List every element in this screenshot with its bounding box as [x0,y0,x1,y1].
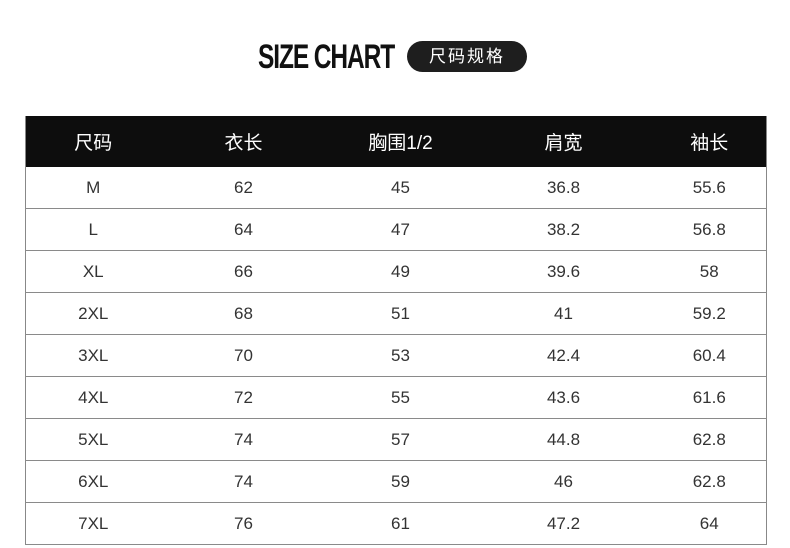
table-cell: 72 [160,376,327,419]
column-header: 尺码 [25,116,161,167]
column-header: 胸围1/2 [326,116,475,167]
table-cell: 62.8 [652,418,767,461]
table-row: 7XL 76 61 47.2 64 [25,502,767,545]
table-cell: 64 [652,502,767,545]
table-cell: M [25,167,161,209]
table-cell: 62.8 [652,460,767,503]
table-cell: 64 [160,208,327,251]
table-row: 4XL 72 55 43.6 61.6 [25,376,767,419]
table-cell: 61 [326,502,475,545]
table-row: L 64 47 38.2 56.8 [25,208,767,251]
table-cell: 7XL [25,502,161,545]
table-cell: 55 [326,376,475,419]
table-cell: 2XL [25,292,161,335]
table-cell: 39.6 [474,250,653,293]
table-cell: 44.8 [474,418,653,461]
table-cell: 51 [326,292,475,335]
table-row: XL 66 49 39.6 58 [25,250,767,293]
table-cell: 3XL [25,334,161,377]
table-cell: 59.2 [652,292,767,335]
table-cell: 53 [326,334,475,377]
table-cell: 59 [326,460,475,503]
table-cell: 5XL [25,418,161,461]
table-cell: L [25,208,161,251]
table-cell: 43.6 [474,376,653,419]
table-row: M 62 45 36.8 55.6 [25,167,767,209]
table-cell: 66 [160,250,327,293]
page-title: SIZE CHART [258,38,395,76]
table-cell: 47.2 [474,502,653,545]
table-cell: 47 [326,208,475,251]
size-spec-badge: 尺码规格 [407,41,527,72]
table-cell: 38.2 [474,208,653,251]
table-header-row: 尺码 衣长 胸围1/2 肩宽 袖长 [25,116,767,167]
table-cell: 45 [326,167,475,209]
table-cell: 68 [160,292,327,335]
table-cell: 36.8 [474,167,653,209]
table-cell: 55.6 [652,167,767,209]
table-cell: 62 [160,167,327,209]
table-row: 2XL 68 51 41 59.2 [25,292,767,335]
table-cell: 61.6 [652,376,767,419]
table-cell: 60.4 [652,334,767,377]
table-cell: 74 [160,418,327,461]
size-table: 尺码 衣长 胸围1/2 肩宽 袖长 M 62 45 36.8 55.6 L 64 47 38.2 56.8… [25,116,767,545]
table-cell: 49 [326,250,475,293]
table-cell: 42.4 [474,334,653,377]
table-cell: 41 [474,292,653,335]
table-row: 6XL 74 59 46 62.8 [25,460,767,503]
table-cell: 70 [160,334,327,377]
table-row: 3XL 70 53 42.4 60.4 [25,334,767,377]
table-cell: 56.8 [652,208,767,251]
column-header: 肩宽 [474,116,653,167]
table-cell: 57 [326,418,475,461]
table-cell: 6XL [25,460,161,503]
table-cell: 74 [160,460,327,503]
column-header: 袖长 [652,116,767,167]
table-row: 5XL 74 57 44.8 62.8 [25,418,767,461]
table-cell: 4XL [25,376,161,419]
table-cell: 46 [474,460,653,503]
table-cell: XL [25,250,161,293]
table-cell: 58 [652,250,767,293]
table-cell: 76 [160,502,327,545]
column-header: 衣长 [160,116,327,167]
